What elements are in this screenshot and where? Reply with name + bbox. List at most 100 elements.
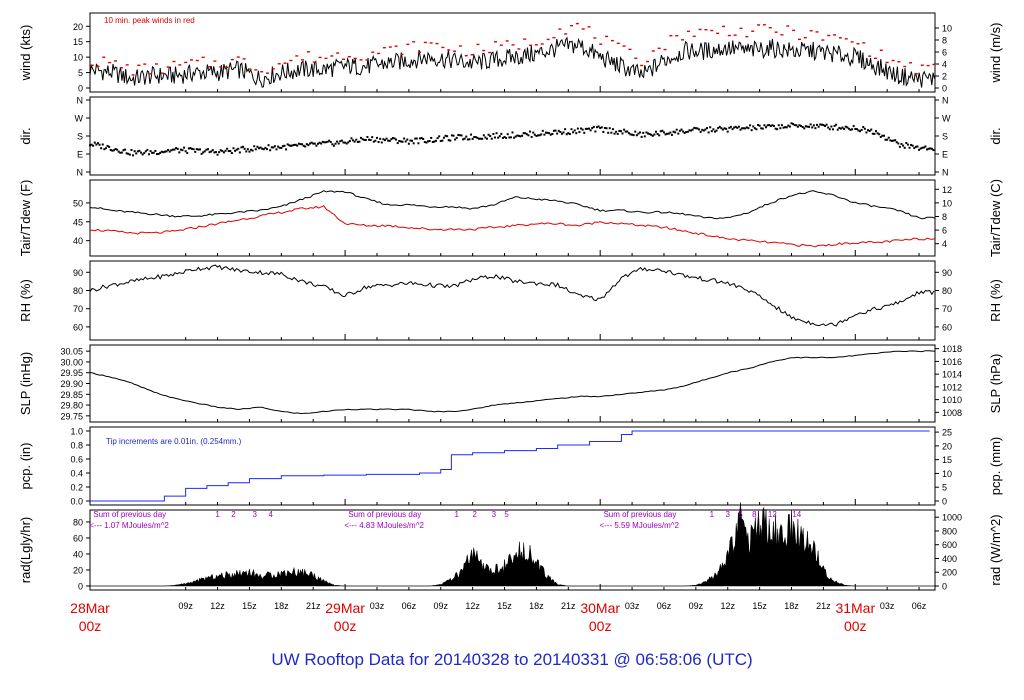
direction-point bbox=[519, 135, 522, 138]
direction-point bbox=[444, 134, 447, 137]
direction-point bbox=[270, 146, 273, 149]
direction-point bbox=[409, 139, 412, 142]
direction-point bbox=[836, 128, 839, 131]
direction-point bbox=[838, 126, 841, 129]
direction-point bbox=[93, 141, 96, 144]
direction-point bbox=[237, 147, 240, 150]
direction-point bbox=[913, 147, 916, 150]
direction-point bbox=[450, 134, 453, 137]
direction-point bbox=[411, 139, 414, 142]
direction-point bbox=[189, 147, 192, 150]
direction-point bbox=[393, 137, 396, 140]
y-tick-label: 1016 bbox=[942, 357, 962, 367]
direction-point bbox=[449, 139, 452, 142]
direction-point bbox=[358, 140, 361, 143]
direction-point bbox=[744, 127, 747, 130]
direction-point bbox=[302, 144, 305, 147]
direction-point bbox=[549, 133, 552, 136]
title-to: to bbox=[514, 650, 529, 669]
direction-point bbox=[562, 131, 565, 134]
y-tick-label: 1012 bbox=[942, 382, 962, 392]
direction-point bbox=[427, 140, 429, 143]
direction-point bbox=[339, 140, 342, 143]
direction-point bbox=[594, 130, 597, 133]
daily-sum-value: <--- 5.59 MJoules/m^2 bbox=[599, 521, 679, 530]
direction-point bbox=[187, 147, 190, 150]
direction-point bbox=[750, 129, 753, 132]
y-tick-label: 4 bbox=[942, 59, 947, 69]
direction-point bbox=[835, 123, 838, 126]
direction-point bbox=[584, 127, 587, 130]
direction-point bbox=[800, 124, 803, 127]
y-tick-label: 0 bbox=[942, 84, 947, 94]
direction-point bbox=[643, 135, 646, 138]
direction-point bbox=[283, 144, 286, 147]
y-tick-label: 8 bbox=[942, 35, 947, 45]
direction-point bbox=[621, 132, 624, 135]
direction-point bbox=[780, 124, 783, 127]
day-label: 29Mar bbox=[325, 600, 365, 616]
direction-point bbox=[289, 144, 292, 147]
direction-point bbox=[715, 129, 718, 132]
title-time: @ 06:58:06 bbox=[613, 650, 702, 669]
daily-sum-label: Sum of previous day bbox=[348, 510, 421, 519]
direction-point bbox=[92, 144, 95, 147]
direction-point bbox=[442, 136, 445, 139]
direction-point bbox=[564, 128, 567, 131]
direction-point bbox=[757, 123, 760, 126]
direction-point bbox=[89, 144, 91, 147]
direction-point bbox=[173, 148, 176, 151]
direction-point bbox=[578, 130, 581, 133]
direction-point bbox=[556, 132, 559, 135]
direction-point bbox=[267, 144, 270, 147]
direction-point bbox=[529, 130, 532, 133]
direction-point bbox=[613, 132, 616, 135]
direction-point bbox=[690, 129, 693, 132]
y-tick-label: 25 bbox=[942, 428, 952, 438]
direction-point bbox=[691, 128, 694, 131]
direction-point bbox=[870, 128, 873, 131]
direction-point bbox=[395, 138, 398, 141]
direction-point bbox=[309, 142, 312, 145]
direction-point bbox=[218, 151, 221, 154]
direction-point bbox=[168, 150, 171, 153]
direction-point bbox=[144, 150, 147, 153]
air-temperature-line bbox=[89, 190, 936, 220]
y-tick-label: 0 bbox=[78, 582, 83, 592]
direction-point bbox=[653, 133, 656, 136]
direction-point bbox=[160, 150, 163, 153]
direction-point bbox=[261, 147, 264, 150]
direction-point bbox=[170, 149, 173, 152]
direction-point bbox=[238, 151, 241, 154]
day-time-label: 00z bbox=[589, 618, 612, 634]
y-tick-label: 0 bbox=[942, 582, 947, 592]
direction-point bbox=[417, 142, 420, 145]
direction-point bbox=[179, 148, 182, 151]
direction-point bbox=[514, 135, 517, 138]
y-axis-label: dir. bbox=[988, 127, 1003, 144]
direction-point bbox=[737, 125, 740, 128]
direction-point bbox=[501, 136, 504, 139]
direction-point bbox=[918, 148, 921, 151]
pressure-line bbox=[89, 350, 936, 415]
hour-label: 1 bbox=[215, 510, 220, 519]
direction-point bbox=[305, 143, 308, 146]
direction-point bbox=[798, 124, 801, 127]
direction-point bbox=[823, 124, 826, 127]
direction-point bbox=[154, 149, 157, 152]
y-tick-label: 29.85 bbox=[60, 390, 83, 400]
direction-point bbox=[307, 144, 310, 147]
direction-point bbox=[377, 141, 380, 144]
direction-point bbox=[929, 147, 932, 150]
direction-point bbox=[709, 126, 712, 129]
direction-point bbox=[138, 149, 141, 152]
direction-point bbox=[462, 138, 465, 141]
hour-label: 2 bbox=[473, 510, 478, 519]
hour-label: 2 bbox=[231, 510, 236, 519]
direction-point bbox=[332, 144, 335, 147]
y-tick-label: 1.0 bbox=[70, 427, 83, 437]
x-tick-label: 18z bbox=[784, 601, 799, 611]
direction-point bbox=[316, 142, 319, 145]
direction-point bbox=[326, 140, 329, 143]
direction-point bbox=[603, 127, 606, 130]
